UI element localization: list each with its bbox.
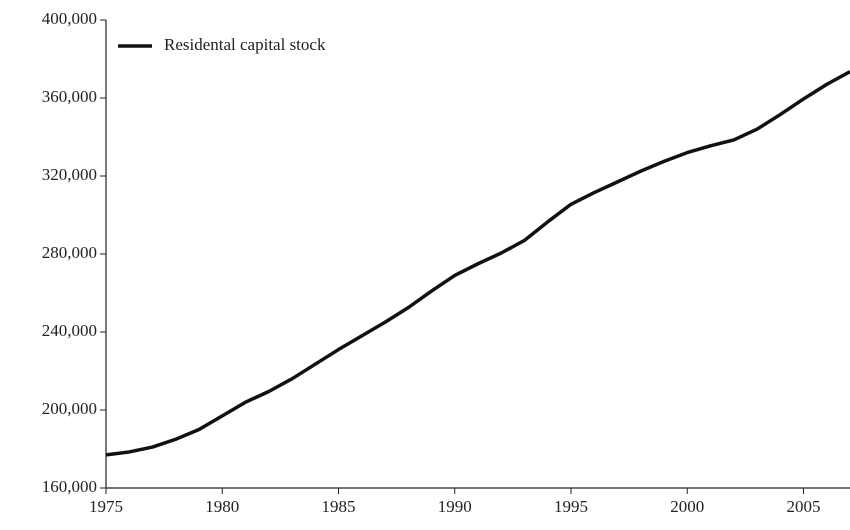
y-tick-label: 160,000 [42, 477, 97, 496]
x-tick-label: 1990 [438, 497, 472, 516]
y-tick-label: 240,000 [42, 321, 97, 340]
y-tick-label: 400,000 [42, 9, 97, 28]
line-series [105, 70, 850, 457]
x-tick-label: 1975 [89, 497, 123, 516]
x-tick-label: 1980 [205, 497, 239, 516]
y-tick-label: 280,000 [42, 243, 97, 262]
y-tick-label: 360,000 [42, 87, 97, 106]
x-tick-label: 2005 [787, 497, 821, 516]
x-tick-label: 1995 [554, 497, 588, 516]
y-tick-label: 320,000 [42, 165, 97, 184]
y-tick-label: 200,000 [42, 399, 97, 418]
x-tick-label: 2000 [670, 497, 704, 516]
x-tick-label: 1985 [322, 497, 356, 516]
legend-label: Residental capital stock [164, 35, 326, 54]
